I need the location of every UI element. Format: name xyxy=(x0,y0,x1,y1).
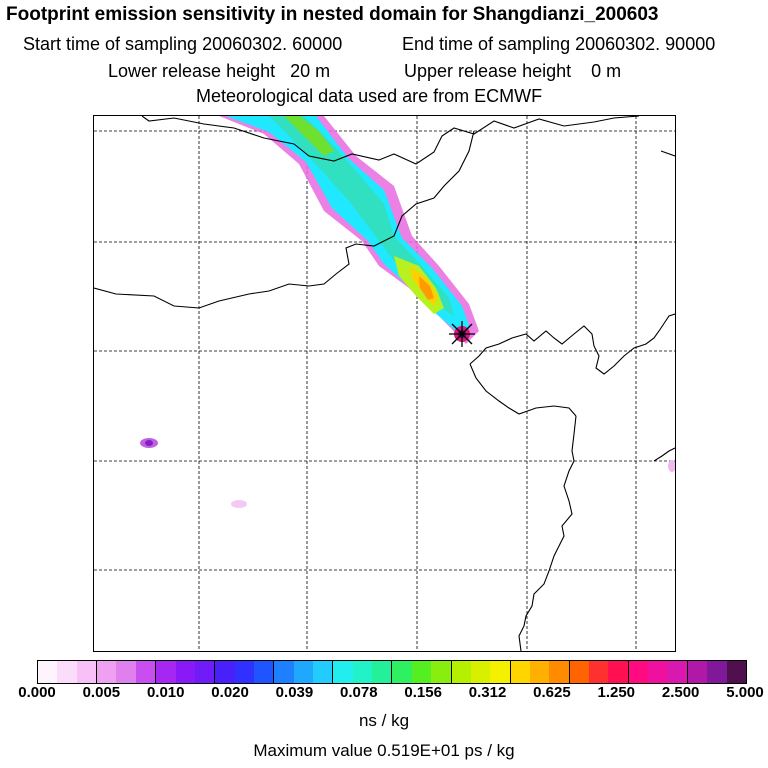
colorbar-tick-label: 0.078 xyxy=(340,684,378,701)
colorbar-swatch xyxy=(667,661,688,683)
colorbar-tick-label: 0.312 xyxy=(468,684,507,701)
colorbar-swatch xyxy=(726,661,746,683)
colorbar-tick-label: 2.500 xyxy=(661,684,700,701)
colorbar-swatch xyxy=(116,661,136,683)
colorbar-swatch xyxy=(313,661,334,683)
footprint-plume xyxy=(140,116,675,508)
map-canvas xyxy=(94,116,675,651)
colorbar-swatch xyxy=(510,661,530,683)
colorbar-swatch xyxy=(38,661,58,683)
unit-label: ns / kg xyxy=(358,711,410,730)
colorbar-tick-label: 0.000 xyxy=(18,684,56,701)
colorbar-swatch xyxy=(608,661,629,683)
colorbar-swatch xyxy=(431,661,452,683)
colorbar-swatch xyxy=(175,661,195,683)
footprint-map xyxy=(93,115,676,652)
colorbar-swatch xyxy=(234,661,254,683)
colorbar-swatch xyxy=(135,661,157,683)
colorbar-swatch xyxy=(451,661,471,683)
colorbar-swatch xyxy=(470,661,491,683)
max-value-label: Maximum value 0.519E+01 ps / kg xyxy=(253,741,515,760)
colorbar-swatch xyxy=(411,661,432,683)
colorbar-swatch xyxy=(293,661,314,683)
colorbar-tick-label: 1.250 xyxy=(597,684,636,701)
met-data-label: Meteorological data used are from ECMWF xyxy=(196,86,543,106)
colorbar-swatch xyxy=(76,661,98,683)
colorbar-tick-label: 0.625 xyxy=(533,684,571,701)
colorbar-swatch xyxy=(156,661,176,683)
colorbar-tick-label: 0.005 xyxy=(82,684,121,701)
colorbar-swatch xyxy=(194,661,216,683)
colorbar-swatch xyxy=(57,661,77,683)
colorbar-swatch xyxy=(549,661,570,683)
chart-title: Footprint emission sensitivity in nested… xyxy=(6,4,659,25)
colorbar-swatch xyxy=(253,661,275,683)
colorbar-swatch xyxy=(215,661,235,683)
colorbar-tick-label: 0.156 xyxy=(404,684,442,701)
colorbar xyxy=(37,660,747,684)
colorbar-tick-label: 5.000 xyxy=(726,684,764,701)
coastline-borders xyxy=(94,116,675,651)
colorbar-swatch xyxy=(687,661,708,683)
colorbar-swatch xyxy=(372,661,393,683)
colorbar-swatch xyxy=(333,661,353,683)
colorbar-swatch xyxy=(274,661,294,683)
colorbar-swatch xyxy=(628,661,649,683)
lower-release-label: Lower release height 20 m xyxy=(108,61,331,81)
colorbar-swatch xyxy=(529,661,550,683)
colorbar-tick-label: 0.010 xyxy=(146,684,185,701)
end-time-label: End time of sampling 20060302. 90000 xyxy=(402,34,716,54)
colorbar-swatch xyxy=(97,661,117,683)
receptor-marker xyxy=(449,321,475,347)
colorbar-tick-label: 0.020 xyxy=(211,684,249,701)
colorbar-swatch xyxy=(569,661,590,683)
colorbar-swatch xyxy=(648,661,668,683)
colorbar-tick-label: 0.039 xyxy=(275,684,314,701)
start-time-label: Start time of sampling 20060302. 60000 xyxy=(23,34,343,54)
colorbar-swatch xyxy=(589,661,609,683)
upper-release-label: Upper release height 0 m xyxy=(404,61,622,81)
colorbar-swatch xyxy=(352,661,373,683)
colorbar-swatch xyxy=(707,661,727,683)
colorbar-swatch xyxy=(392,661,412,683)
colorbar-swatch xyxy=(490,661,511,683)
